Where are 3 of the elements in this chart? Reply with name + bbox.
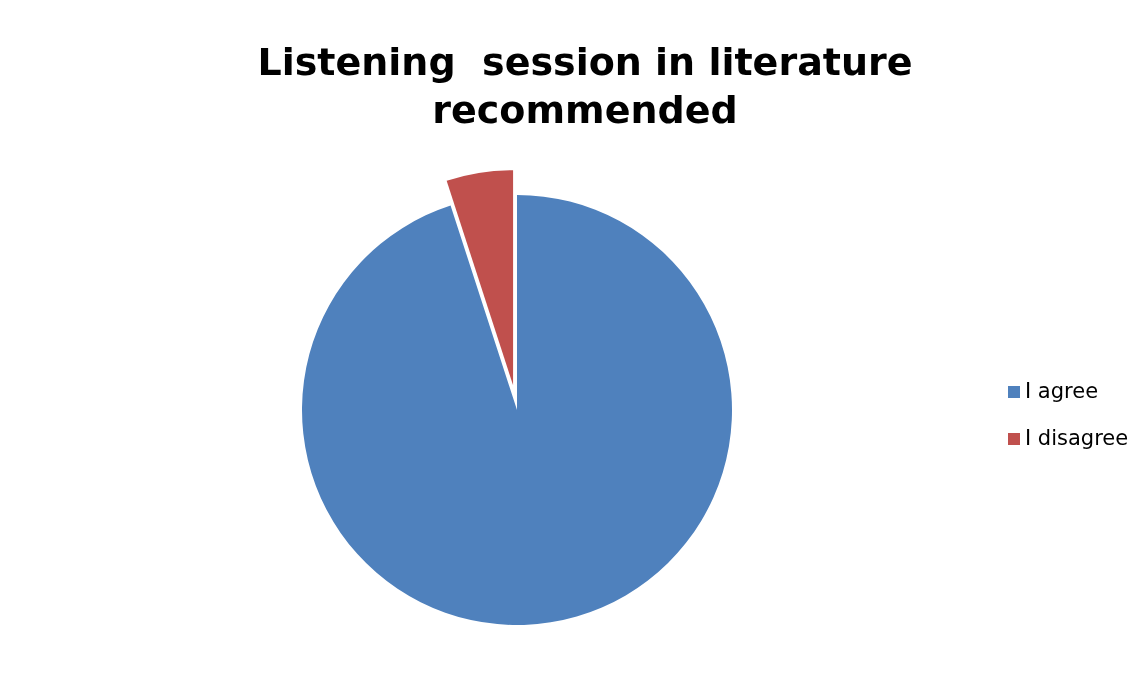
legend-label: I agree — [1025, 379, 1099, 403]
legend-label: I disagree — [1025, 426, 1129, 450]
chart-title: Listening session in literature recommended — [257, 40, 913, 132]
